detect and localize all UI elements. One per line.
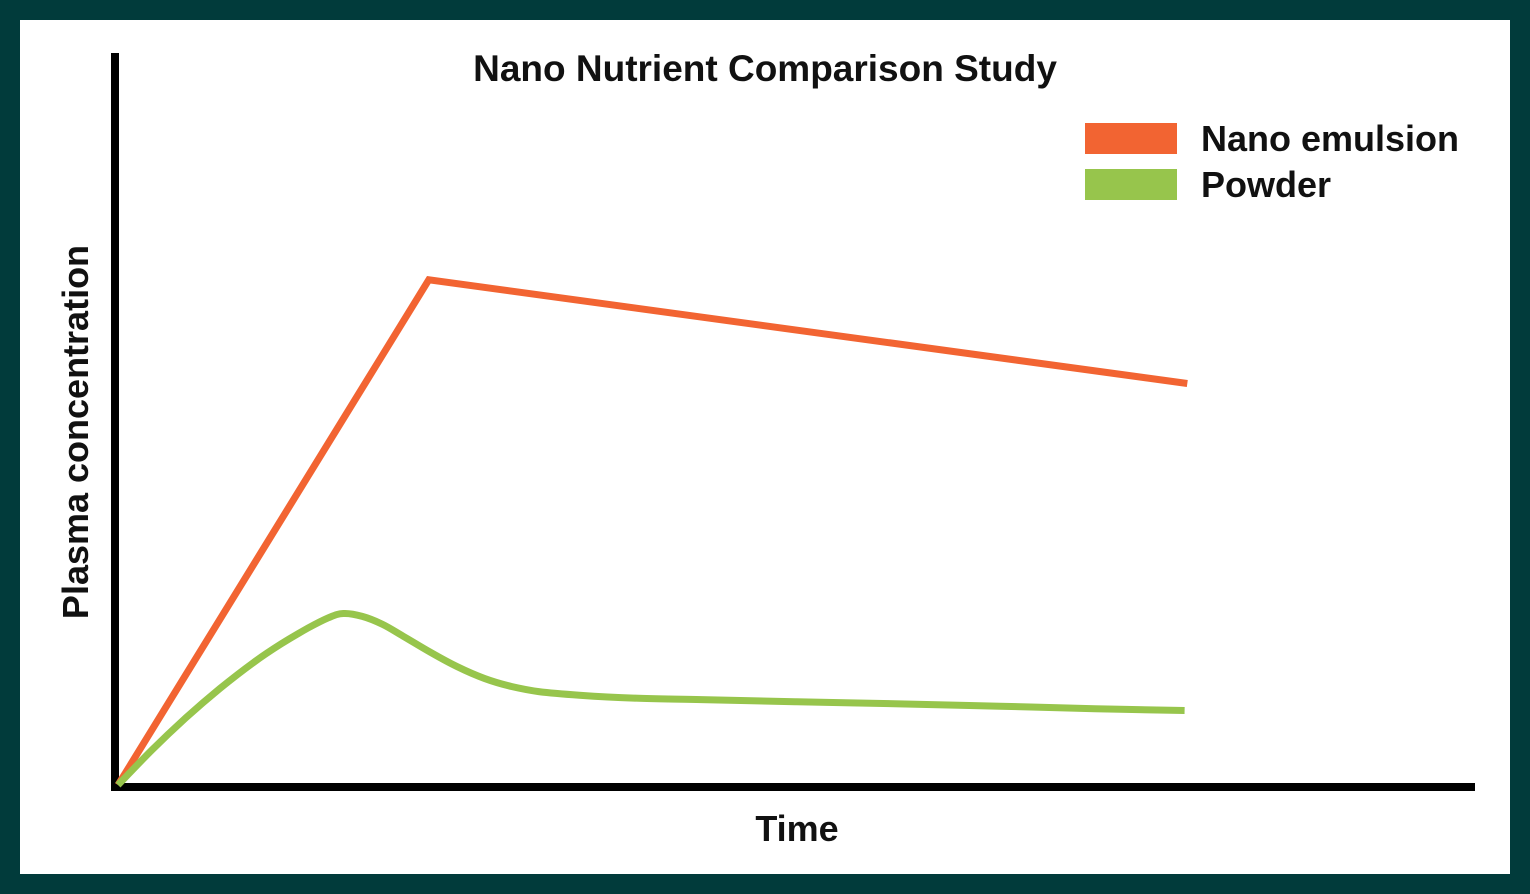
series-line-nano-emulsion bbox=[115, 276, 1188, 787]
chart-frame: Nano Nutrient Comparison Study Nano emul… bbox=[20, 20, 1510, 874]
x-axis-label: Time bbox=[755, 808, 839, 849]
legend-label-powder: Powder bbox=[1201, 163, 1332, 205]
x-axis bbox=[111, 783, 1475, 791]
legend-label-nano-emulsion: Nano emulsion bbox=[1201, 117, 1460, 159]
series-lines bbox=[115, 276, 1188, 788]
plot-svg bbox=[111, 53, 1475, 791]
legend-item-powder: Powder bbox=[1085, 164, 1459, 205]
legend-swatch-powder bbox=[1085, 169, 1177, 200]
y-axis bbox=[111, 53, 119, 791]
legend-swatch-nano-emulsion bbox=[1085, 123, 1177, 154]
legend-item-nano-emulsion: Nano emulsion bbox=[1085, 118, 1459, 159]
legend: Nano emulsion Powder bbox=[1085, 118, 1459, 215]
series-line-powder bbox=[115, 609, 1185, 788]
chart-title: Nano Nutrient Comparison Study bbox=[473, 48, 1057, 89]
